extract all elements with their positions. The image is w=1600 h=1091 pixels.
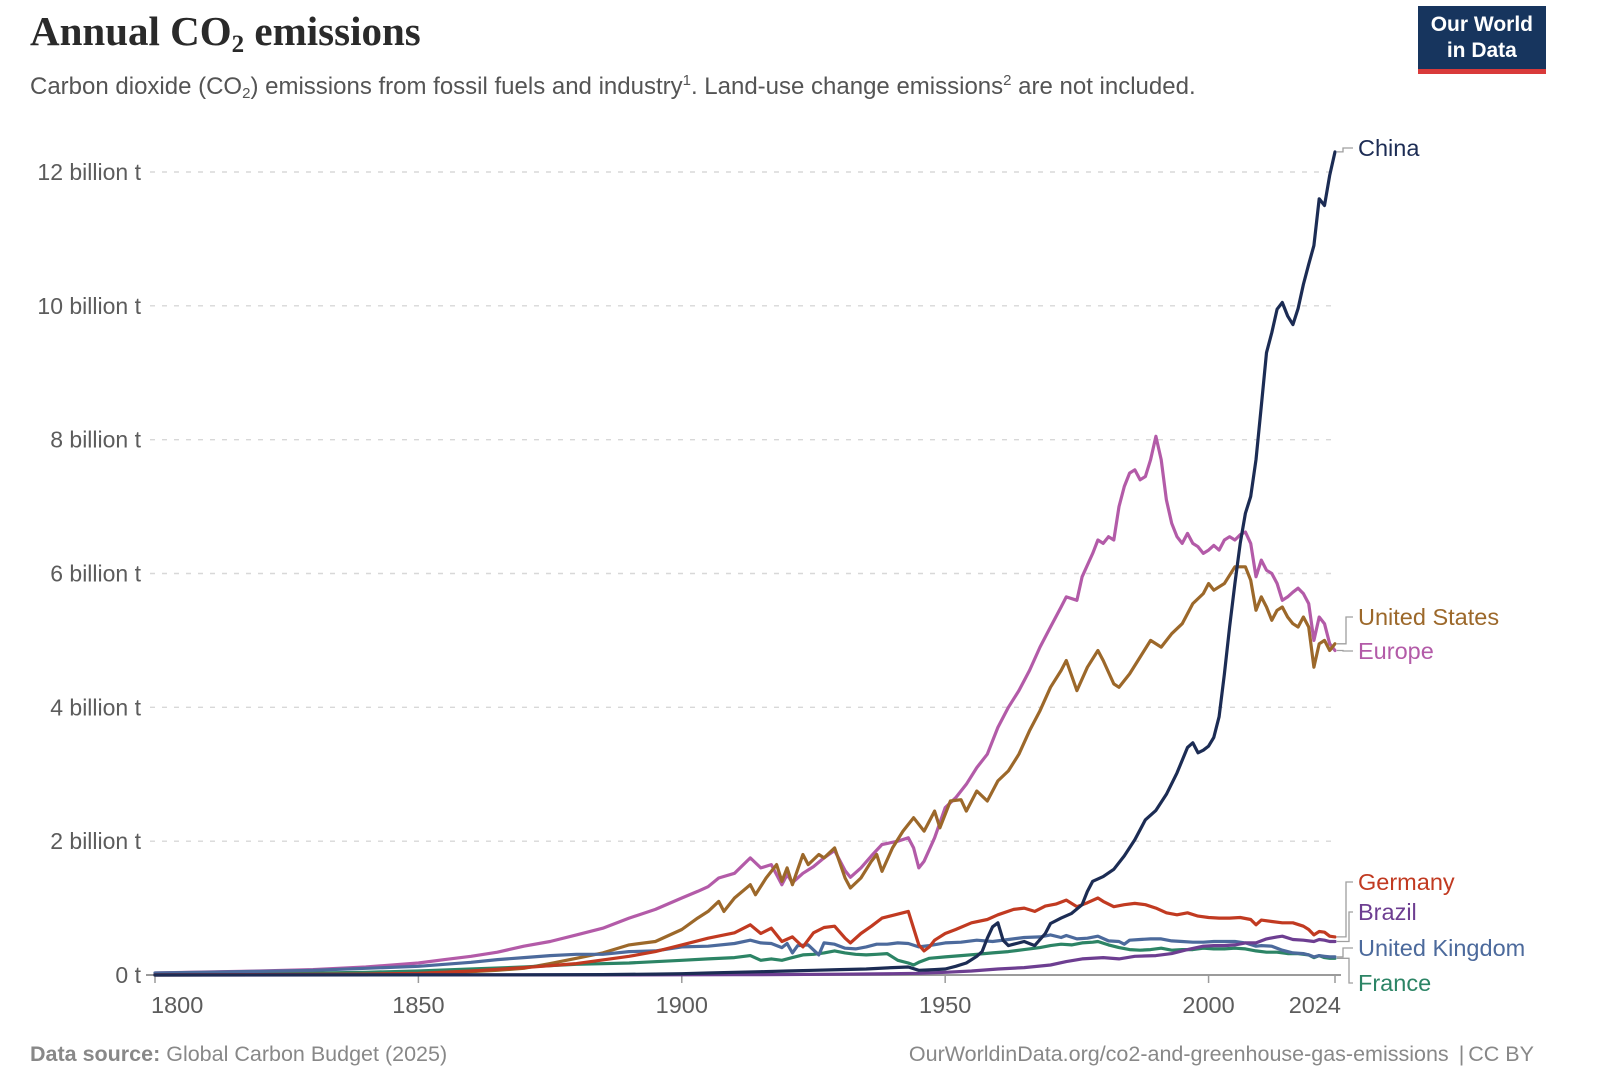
line-france[interactable] [153,939,1337,976]
label-connector-china [1337,147,1353,153]
line-europe[interactable] [153,434,1337,975]
x-tick-label-1850: 1850 [392,992,444,1018]
label-connector-brazil [1337,911,1353,943]
data-source-value: Global Carbon Budget (2025) [160,1042,448,1066]
series-label-france[interactable]: France [1358,970,1431,996]
footnote-ref-1: 1 [682,71,691,89]
title-subscript: 2 [231,31,245,58]
series-label-united-kingdom[interactable]: United Kingdom [1358,935,1525,961]
footer-divider: | [1458,1042,1465,1066]
line-united-states[interactable] [153,565,1337,977]
line-germany[interactable] [153,896,1337,977]
series-label-germany[interactable]: Germany [1358,869,1455,895]
y-tick-label-8: 8 billion t [50,427,141,453]
label-connector-france [1337,957,1353,984]
y-tick-label-12: 12 billion t [37,159,141,185]
label-connector-europe [1337,649,1353,652]
footer-links: OurWorldinData.org/co2-and-greenhouse-ga… [909,1042,1534,1067]
y-tick-label-2: 2 billion t [50,828,141,854]
owid-logo-line1: Our World [1430,13,1533,36]
chart-header: Annual CO2 emissions Carbon dioxide (CO2… [30,8,1380,103]
x-tick-label-2024: 2024 [1289,992,1341,1018]
x-tick-label-1900: 1900 [656,992,708,1018]
y-tick-label-10: 10 billion t [37,293,141,319]
title-text-tail: emissions [244,8,421,54]
x-tick-label-2000: 2000 [1182,992,1234,1018]
label-connector-united-states [1337,616,1353,645]
x-tick-label-1950: 1950 [919,992,971,1018]
series-label-china[interactable]: China [1358,135,1420,161]
x-tick-label-1800: 1800 [151,992,203,1018]
owid-logo-line2: in Data [1446,39,1517,62]
series-label-united-states[interactable]: United States [1358,604,1499,630]
series-label-brazil[interactable]: Brazil [1358,899,1417,925]
line-china[interactable] [153,150,1337,977]
owid-logo[interactable]: Our World in Data [1417,6,1546,74]
series-label-europe[interactable]: Europe [1358,638,1434,664]
chart-subtitle: Carbon dioxide (CO2) emissions from foss… [30,71,1196,102]
line-brazil[interactable] [153,934,1337,977]
label-connector-germany [1337,881,1353,938]
label-connector-united-kingdom [1337,947,1353,958]
y-tick-label-6: 6 billion t [50,561,141,587]
footnote-ref-2: 2 [1003,71,1012,89]
y-tick-label-4: 4 billion t [50,694,141,720]
license-link[interactable]: CC BY [1468,1042,1534,1066]
title-text: Annual CO [30,8,232,54]
data-source-note: Data source: Global Carbon Budget (2025) [30,1042,447,1067]
y-tick-label-0: 0 t [115,962,141,988]
line-united-kingdom[interactable] [153,933,1337,975]
data-source-label: Data source: [30,1042,161,1066]
owid-url-link[interactable]: OurWorldinData.org/co2-and-greenhouse-ga… [908,1042,1449,1066]
page-title: Annual CO2 emissions [30,8,1380,60]
